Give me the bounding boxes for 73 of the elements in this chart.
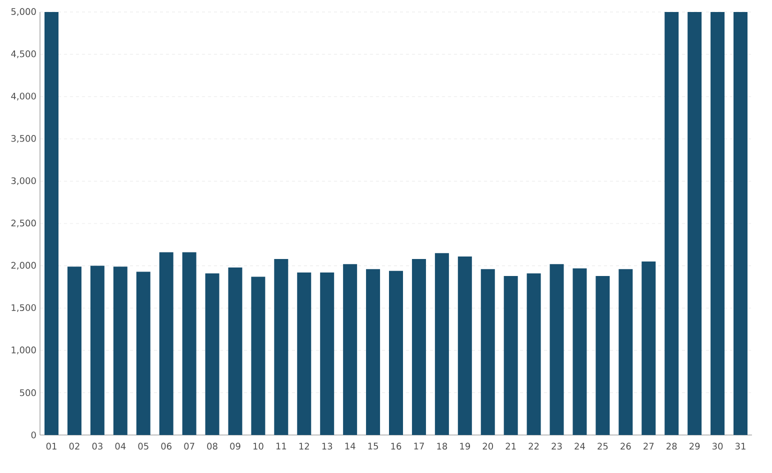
bar (159, 252, 174, 435)
x-tick-label: 26 (620, 442, 631, 450)
x-tick-label: 22 (528, 442, 539, 450)
bar (182, 252, 196, 435)
x-tick-label: 20 (482, 442, 493, 450)
x-tick-label: 23 (552, 442, 562, 450)
bar (596, 276, 610, 435)
bar (113, 266, 128, 435)
bar (618, 269, 633, 435)
x-tick-label: 07 (184, 442, 194, 450)
y-tick-label: 5,000 (11, 8, 36, 16)
bar (710, 12, 725, 435)
x-tick-label: 21 (506, 442, 516, 450)
bar (136, 272, 150, 435)
y-tick-label: 1,500 (12, 304, 36, 312)
x-tick-label: 17 (414, 442, 424, 450)
x-tick-label: 11 (276, 442, 286, 450)
bar (90, 266, 104, 435)
bar (480, 269, 495, 435)
x-tick-label: 28 (666, 442, 677, 450)
x-tick-label: 08 (207, 442, 218, 450)
x-tick-label: 10 (253, 442, 264, 450)
bar (320, 272, 334, 435)
x-tick-label: 06 (161, 442, 172, 450)
y-tick-label: 2,500 (11, 220, 36, 228)
bar (734, 12, 748, 435)
bar (389, 270, 403, 435)
bar (526, 273, 541, 435)
x-tick-label: 13 (322, 442, 332, 450)
bar (550, 264, 564, 435)
x-tick-label: 12 (299, 442, 309, 450)
x-tick-label: 18 (437, 442, 448, 450)
y-tick-label: 4,000 (11, 92, 36, 100)
x-tick-label: 01 (46, 442, 56, 450)
bar (343, 264, 358, 435)
bar (205, 273, 220, 435)
x-tick-label: 03 (92, 442, 102, 450)
bar (642, 262, 656, 435)
bar (434, 253, 449, 435)
bar (274, 259, 288, 435)
x-tick-label: 09 (230, 442, 240, 450)
x-tick-label: 15 (368, 442, 378, 450)
x-tick-label: 29 (690, 442, 700, 450)
x-tick-label: 25 (598, 442, 608, 450)
y-tick-label: 3,500 (11, 135, 36, 143)
bar (572, 268, 587, 435)
x-tick-label: 24 (574, 442, 585, 450)
bar (688, 12, 702, 435)
x-tick-label: 30 (712, 442, 723, 450)
y-tick-label: 0 (31, 432, 36, 438)
x-tick-label: 14 (345, 442, 356, 450)
bar (366, 269, 380, 435)
x-tick-label: 31 (735, 442, 746, 450)
y-tick-label: 2,000 (11, 262, 36, 270)
x-tick-label: 02 (69, 442, 80, 450)
bar (228, 267, 242, 435)
x-tick-label: 04 (115, 442, 126, 450)
x-tick-label: 27 (644, 442, 654, 450)
bar (251, 276, 266, 435)
bar (504, 276, 518, 435)
x-tick-label: 16 (391, 442, 402, 450)
y-tick-label: 500 (20, 389, 36, 396)
bar (458, 256, 472, 435)
x-tick-label: 05 (138, 442, 148, 450)
bar (412, 259, 426, 435)
bar (67, 266, 82, 435)
bar (44, 12, 58, 435)
y-tick-label: 3,000 (11, 177, 36, 186)
y-tick-label: 1,000 (12, 346, 36, 354)
y-tick-label: 4,500 (11, 50, 36, 58)
bar (297, 272, 312, 435)
x-tick-label: 19 (460, 442, 470, 450)
bar (664, 12, 679, 435)
